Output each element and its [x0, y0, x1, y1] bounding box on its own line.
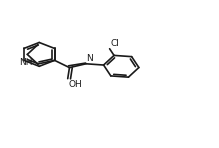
Text: N: N: [86, 54, 93, 63]
Text: OH: OH: [69, 80, 83, 89]
Text: NH: NH: [19, 58, 32, 67]
Text: Cl: Cl: [110, 39, 119, 48]
